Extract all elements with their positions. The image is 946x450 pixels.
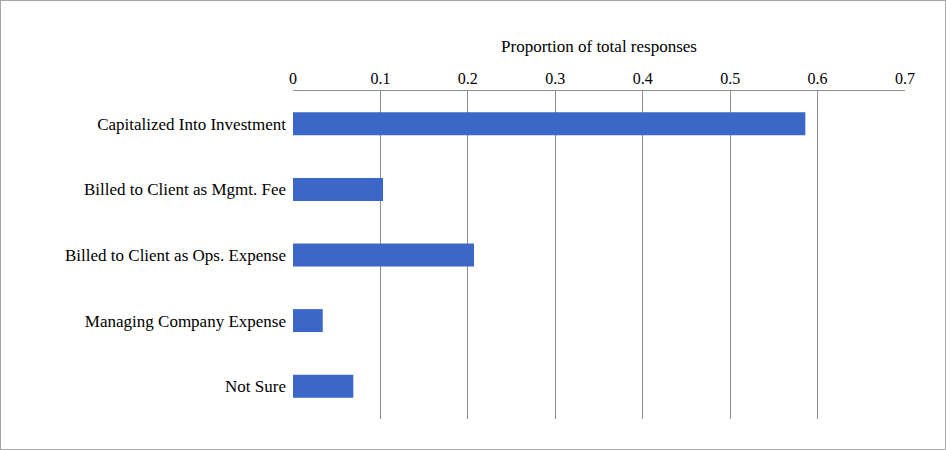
- svg-text:0.4: 0.4: [633, 70, 653, 87]
- svg-text:Proportion of total responses: Proportion of total responses: [501, 37, 697, 56]
- svg-text:0.6: 0.6: [808, 70, 828, 87]
- svg-text:Managing Company Expense: Managing Company Expense: [85, 312, 286, 331]
- svg-text:Capitalized Into Investment: Capitalized Into Investment: [97, 115, 286, 134]
- svg-text:0: 0: [289, 70, 297, 87]
- svg-text:0.3: 0.3: [545, 70, 565, 87]
- svg-text:0.7: 0.7: [895, 70, 915, 87]
- svg-text:Billed to Client as Mgmt. Fee: Billed to Client as Mgmt. Fee: [84, 180, 286, 199]
- svg-text:Billed to Client as Ops. Expen: Billed to Client as Ops. Expense: [65, 246, 286, 265]
- svg-text:0.5: 0.5: [720, 70, 740, 87]
- svg-text:0.2: 0.2: [458, 70, 478, 87]
- svg-text:0.1: 0.1: [370, 70, 390, 87]
- svg-text:Not Sure: Not Sure: [225, 377, 286, 396]
